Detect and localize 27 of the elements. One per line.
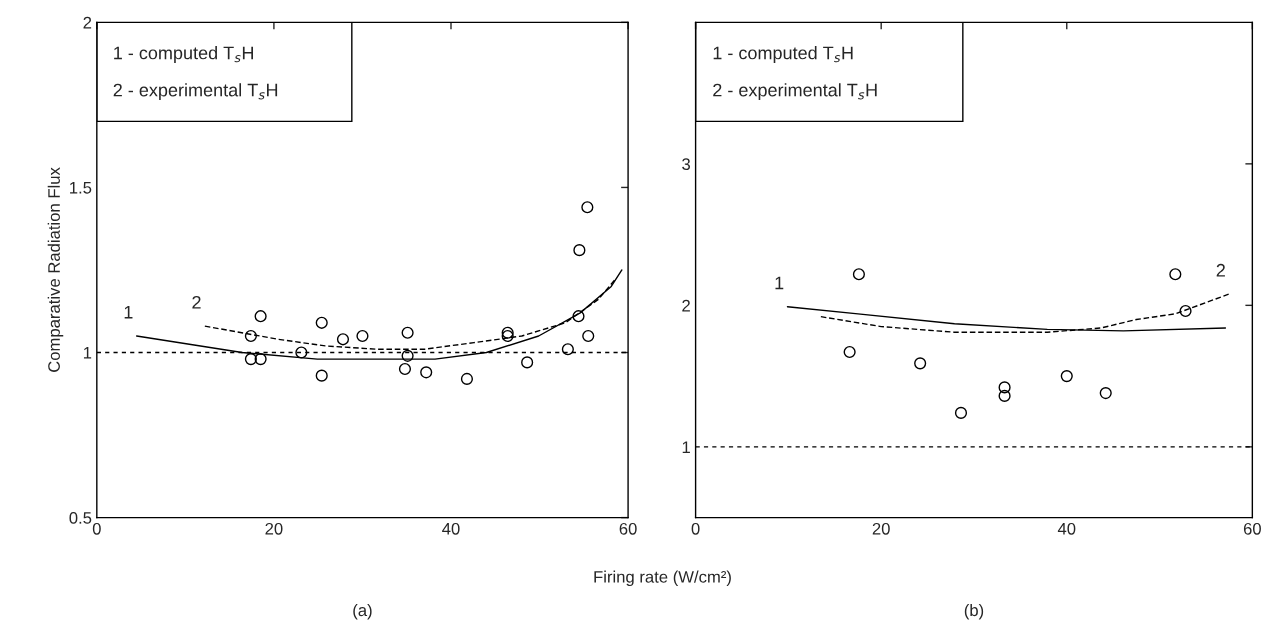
x-tick-label: 60 [1243,522,1261,535]
x-tick-label: 20 [872,522,890,535]
x-tick-label: 0 [92,522,101,535]
annotation: 2 - experimental T$_{s}$H [713,83,877,101]
y-axis-title: Comparative Radiation Flux [47,167,64,372]
annotation: 2 - experimental T$_{s}$H [113,83,278,101]
annotation: 2 [1216,263,1225,277]
x-axis-title: Firing rate (W/cm²) [594,570,731,587]
x-tick-label: 20 [265,522,283,535]
annotation: 1 [124,306,133,319]
x-tick-label: 0 [691,522,700,535]
annotation: 1 - computed T$_{s}$H [713,46,853,63]
y-tick-label: 1 [83,347,92,359]
y-tick-label: 1.5 [70,182,92,194]
annotation: 2 [192,295,201,309]
y-tick-label: 1 [682,441,690,453]
text: (b) [964,603,984,620]
y-tick-label: 0.5 [69,511,92,524]
y-tick-label: 2 [83,16,92,29]
annotation: 1 [775,276,784,290]
text: (a) [353,603,372,620]
annotation: 1 - computed T$_{s}$H [114,46,254,63]
x-tick-label: 60 [619,522,637,535]
y-tick-label: 3 [682,158,691,171]
y-tick-label: 2 [682,299,690,312]
x-tick-label: 40 [1057,522,1076,535]
x-tick-label: 40 [442,522,460,535]
